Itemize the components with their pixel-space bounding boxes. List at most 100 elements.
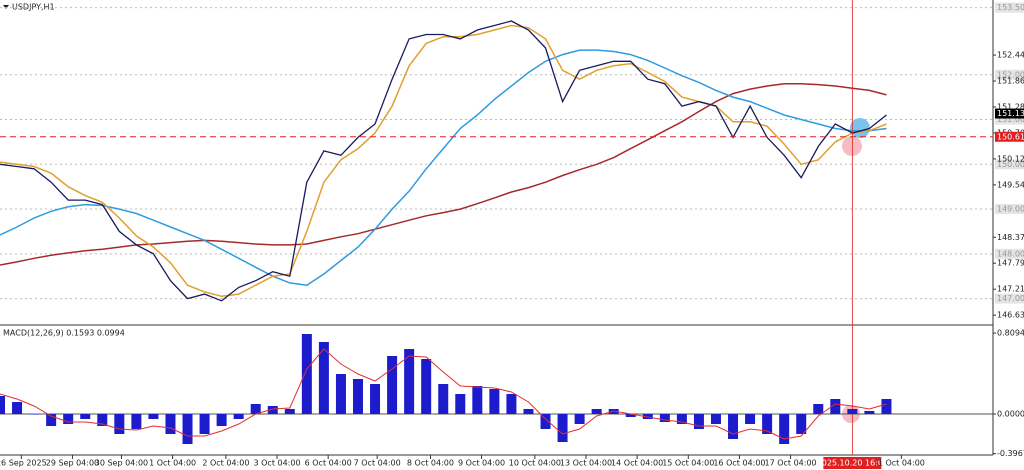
y-tick-label: 0.0000 <box>997 410 1024 419</box>
x-tick-label: 7 Oct 04:00 <box>354 459 401 468</box>
macd-bar <box>728 414 739 439</box>
macd-bar <box>165 414 176 434</box>
y-tick-label: 146.630 <box>997 311 1024 320</box>
y-tick-label: 147.210 <box>997 285 1024 294</box>
macd-bar <box>489 389 500 414</box>
price-line <box>0 49 887 286</box>
level-label: 151.000 <box>997 115 1024 124</box>
macd-bar <box>199 414 210 434</box>
price-label: 150.615 <box>997 132 1024 141</box>
level-label: 148.000 <box>997 249 1024 258</box>
y-tick-label: 0.8094 <box>997 329 1024 338</box>
macd-bar <box>0 396 5 414</box>
level-label-bg <box>995 2 1024 13</box>
x-tick-label: 30 Sep 04:00 <box>95 459 148 468</box>
macd-bar <box>847 409 858 414</box>
x-tick-label: 10 Oct 04:00 <box>509 459 561 468</box>
level-label-bg <box>995 159 1024 170</box>
level-label-bg <box>995 293 1024 304</box>
macd-bar <box>830 399 841 414</box>
y-tick-label: 149.540 <box>997 180 1024 189</box>
level-label-bg <box>995 204 1024 215</box>
level-label-bg <box>995 69 1024 80</box>
macd-bar <box>404 349 415 414</box>
macd-bar <box>29 414 40 415</box>
indicator-title: MACD(12,26,9) 0.1593 0.0994 <box>3 329 125 338</box>
macd-bar <box>148 414 159 419</box>
y-tick-label: 148.370 <box>997 233 1024 242</box>
menu-arrow[interactable] <box>3 5 9 9</box>
macd-bar <box>284 409 295 414</box>
level-label-bg <box>995 248 1024 259</box>
macd-bar <box>710 414 721 424</box>
vline-label-bg <box>823 457 882 469</box>
macd-bar <box>762 414 773 434</box>
macd-bar <box>864 411 875 414</box>
x-tick-label: 16 Oct 04:00 <box>713 459 765 468</box>
macd-bar <box>540 414 551 429</box>
y-tick-label: -0.3967 <box>997 449 1024 458</box>
macd-bar <box>421 359 432 414</box>
macd-bar <box>523 409 534 414</box>
macd-bar <box>557 414 568 442</box>
y-tick-label: 147.790 <box>997 259 1024 268</box>
x-tick-label: 9 Oct 04:00 <box>458 459 505 468</box>
macd-bar <box>335 374 346 414</box>
macd-bar <box>813 404 824 414</box>
price-line <box>0 20 887 302</box>
macd-bar <box>301 334 312 414</box>
macd-bar <box>63 414 74 424</box>
macd-bar <box>46 414 57 426</box>
x-tick-label: 29 Sep 04:00 <box>46 459 99 468</box>
macd-bar <box>318 342 329 414</box>
macd-bar <box>114 414 125 434</box>
macd-bar <box>438 384 449 414</box>
x-tick-label: 17 Oct 04:00 <box>764 459 816 468</box>
x-tick-label: 6 Oct 04:00 <box>305 459 352 468</box>
level-label: 153.500 <box>997 3 1024 12</box>
macd-bar <box>80 414 91 419</box>
level-label: 147.000 <box>997 294 1024 303</box>
macd-bar <box>387 356 398 414</box>
macd-bar <box>625 414 636 417</box>
signal-line <box>0 348 887 440</box>
x-tick-label: 3 Oct 04:00 <box>253 459 300 468</box>
macd-bar <box>591 409 602 414</box>
macd-bar <box>779 414 790 444</box>
x-tick-label: 1 Oct 04:00 <box>878 459 925 468</box>
x-tick-label: 15 Oct 04:00 <box>662 459 714 468</box>
level-label-bg <box>995 114 1024 125</box>
macd-bar <box>693 414 704 429</box>
macd-bar <box>881 399 892 414</box>
price-label: 151.134 <box>997 109 1024 118</box>
x-tick-label: 1 Oct 04:00 <box>149 459 196 468</box>
macd-bar <box>131 414 142 429</box>
x-tick-label: 8 Oct 04:00 <box>407 459 454 468</box>
price-line <box>0 24 887 298</box>
macd-bar <box>97 414 108 426</box>
macd-bar <box>796 414 807 434</box>
price-line <box>0 82 887 266</box>
macd-bar <box>455 394 466 414</box>
y-tick-label: 152.440 <box>997 51 1024 60</box>
chart-title: USDJPY,H1 <box>12 3 55 12</box>
y-tick-label: 150.120 <box>997 154 1024 163</box>
signal-circle <box>850 118 870 138</box>
macd-bar <box>250 404 261 414</box>
macd-bar <box>267 406 278 414</box>
macd-bar <box>676 414 687 424</box>
macd-bar <box>352 379 363 414</box>
x-tick-label: 13 Oct 04:00 <box>560 459 612 468</box>
macd-bar <box>182 414 193 444</box>
macd-bar <box>472 386 483 414</box>
macd-bar <box>745 414 756 424</box>
x-tick-label: 26 Sep 2025 <box>0 459 47 468</box>
macd-bar <box>216 414 227 426</box>
y-tick-label: 151.860 <box>997 77 1024 86</box>
macd-bar <box>12 402 23 414</box>
level-label: 152.000 <box>997 70 1024 79</box>
x-tick-label: 14 Oct 04:00 <box>611 459 663 468</box>
y-tick-label: 151.280 <box>997 102 1024 111</box>
